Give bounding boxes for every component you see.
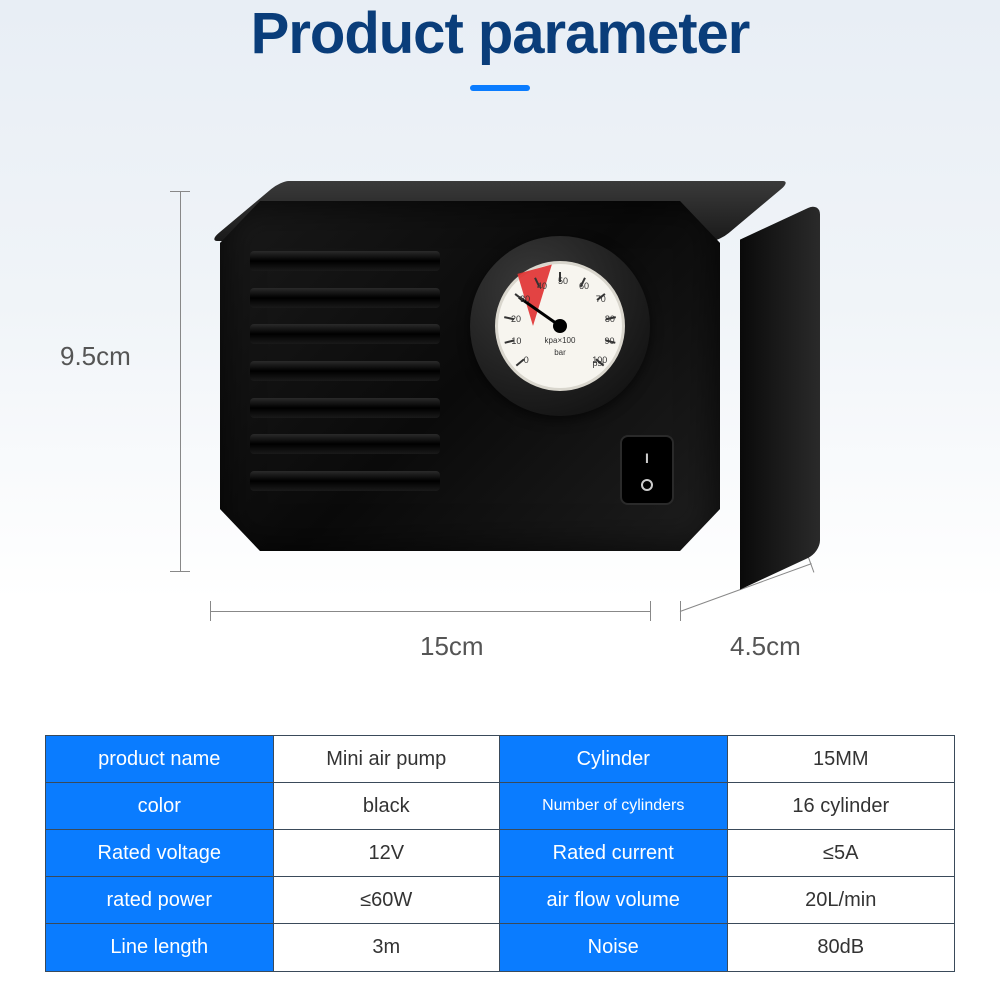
- spec-value: 80dB: [728, 924, 955, 971]
- dimension-height-label: 9.5cm: [60, 341, 131, 372]
- device-front: kpa×100 bar psi 0102030405060708090100 I: [220, 201, 720, 551]
- gauge-scale-number: 40: [537, 281, 547, 291]
- spec-value: ≤5A: [728, 830, 955, 876]
- spec-label: rated power: [46, 877, 274, 923]
- dimension-tick: [170, 571, 190, 572]
- dimension-tick: [650, 601, 651, 621]
- product-diagram: 9.5cm 15cm 4.5cm: [0, 121, 1000, 681]
- vent-slat: [250, 361, 440, 381]
- spec-label: color: [46, 783, 274, 829]
- title-underline: [470, 85, 530, 91]
- switch-off-icon: [641, 479, 653, 491]
- gauge-scale-number: 50: [558, 276, 568, 286]
- gauge-scale-number: 70: [596, 294, 606, 304]
- spec-value: 20L/min: [728, 877, 955, 923]
- table-row: rated power≤60Wair flow volume20L/min: [46, 877, 954, 924]
- gauge-scale-number: 10: [511, 336, 521, 346]
- spec-label: Number of cylinders: [500, 783, 728, 829]
- spec-label: Line length: [46, 924, 274, 971]
- vent-slat: [250, 324, 440, 344]
- power-switch[interactable]: I: [620, 435, 674, 505]
- spec-label: Rated voltage: [46, 830, 274, 876]
- table-row: product nameMini air pumpCylinder15MM: [46, 736, 954, 783]
- gauge-scale-number: 0: [524, 355, 529, 365]
- page-title: Product parameter: [0, 0, 1000, 67]
- vent-slat: [250, 288, 440, 308]
- gauge-scale-number: 80: [605, 314, 615, 324]
- vent-slat: [250, 471, 440, 491]
- gauge-face: kpa×100 bar psi 0102030405060708090100: [495, 261, 625, 391]
- pressure-gauge: kpa×100 bar psi 0102030405060708090100: [470, 236, 650, 416]
- gauge-scale-number: 30: [520, 294, 530, 304]
- dimension-depth-label: 4.5cm: [730, 631, 801, 662]
- gauge-scale-number: 90: [605, 336, 615, 346]
- table-row: Rated voltage12VRated current≤5A: [46, 830, 954, 877]
- spec-value: black: [274, 783, 501, 829]
- spec-label: product name: [46, 736, 274, 782]
- header: Product parameter: [0, 0, 1000, 91]
- gauge-hub: [553, 319, 567, 333]
- gauge-scale-number: 60: [579, 281, 589, 291]
- spec-label: Cylinder: [500, 736, 728, 782]
- device-side: [740, 202, 820, 589]
- dimension-tick: [210, 601, 211, 621]
- spec-label: Rated current: [500, 830, 728, 876]
- gauge-unit-kpa: kpa×100: [545, 336, 576, 345]
- dimension-height-line: [180, 191, 181, 571]
- spec-value: ≤60W: [274, 877, 501, 923]
- spec-value: Mini air pump: [274, 736, 501, 782]
- vent-slat: [250, 434, 440, 454]
- spec-value: 12V: [274, 830, 501, 876]
- gauge-unit-bar: bar: [554, 348, 566, 357]
- vent-slat: [250, 398, 440, 418]
- dimension-tick: [680, 601, 681, 621]
- table-row: colorblackNumber of cylinders16 cylinder: [46, 783, 954, 830]
- table-row: Line length3mNoise80dB: [46, 924, 954, 971]
- vent-slats: [250, 251, 440, 491]
- spec-label: Noise: [500, 924, 728, 971]
- gauge-scale-number: 20: [511, 314, 521, 324]
- dimension-width-label: 15cm: [420, 631, 484, 662]
- switch-on-icon: I: [645, 450, 649, 466]
- spec-value: 15MM: [728, 736, 955, 782]
- spec-table: product nameMini air pumpCylinder15MMcol…: [45, 735, 955, 972]
- dimension-width-line: [210, 611, 650, 612]
- product-device: kpa×100 bar psi 0102030405060708090100 I: [220, 201, 780, 571]
- gauge-scale-number: 100: [592, 355, 607, 365]
- spec-value: 3m: [274, 924, 501, 971]
- dimension-tick: [170, 191, 190, 192]
- spec-value: 16 cylinder: [728, 783, 955, 829]
- spec-label: air flow volume: [500, 877, 728, 923]
- vent-slat: [250, 251, 440, 271]
